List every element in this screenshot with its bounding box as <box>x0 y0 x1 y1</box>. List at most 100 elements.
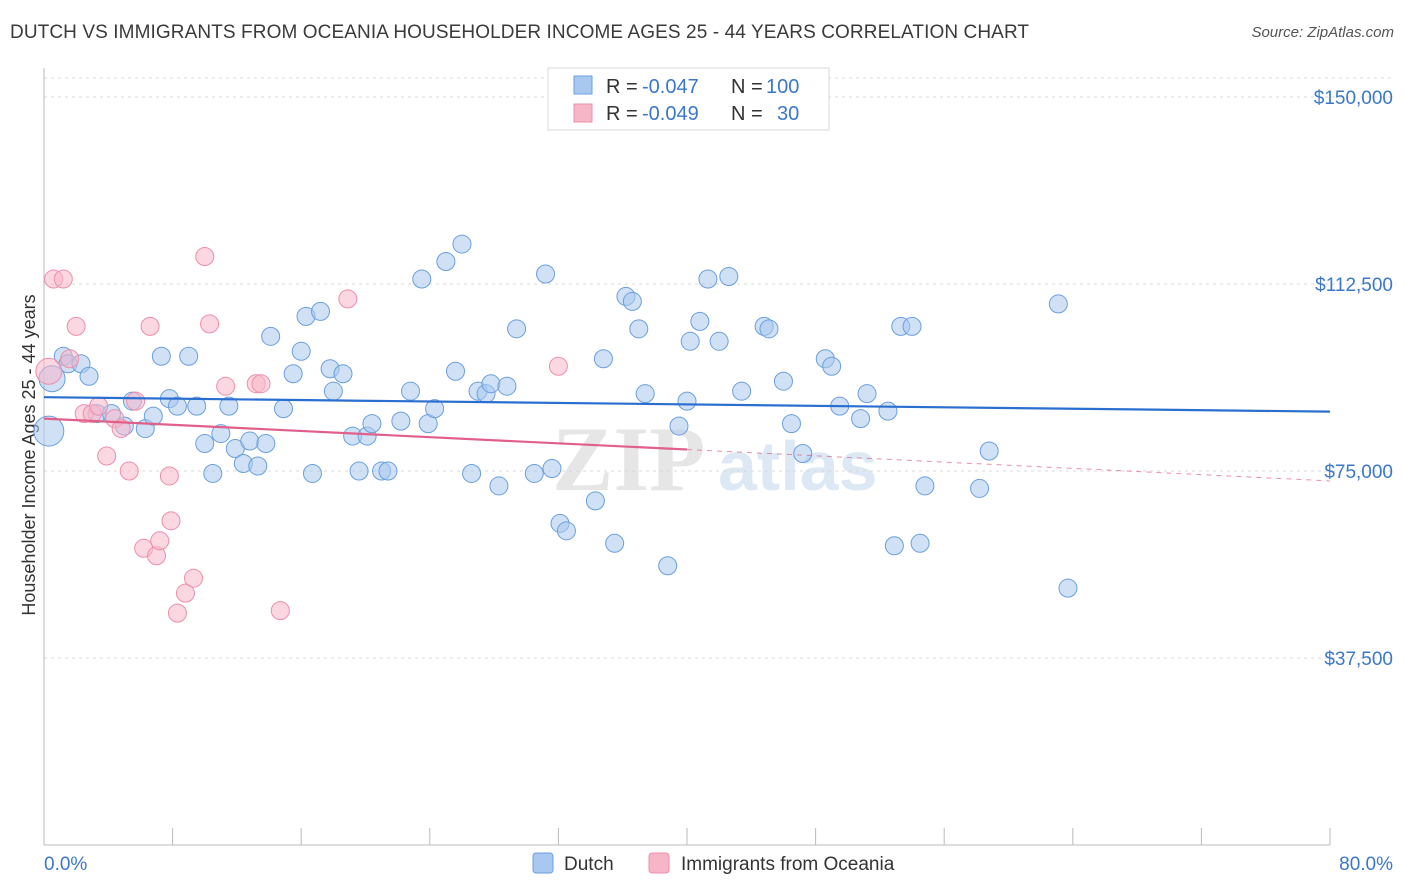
legend-n-value-oceania: 30 <box>777 103 799 125</box>
oceania-point <box>97 446 117 466</box>
dutch-point <box>425 399 445 419</box>
dutch-point <box>211 424 231 444</box>
dutch-point <box>362 414 382 434</box>
dutch-point <box>151 346 171 366</box>
dutch-point <box>658 556 678 576</box>
dutch-point <box>481 374 501 394</box>
dutch-point <box>1058 578 1078 598</box>
dutch-point <box>412 269 432 289</box>
dutch-point <box>256 434 276 454</box>
dutch-point <box>283 364 303 384</box>
dutch-point <box>884 536 904 556</box>
dutch-point <box>446 361 466 381</box>
dutch-point <box>452 234 472 254</box>
dutch-point <box>1048 294 1068 314</box>
dutch-point <box>349 461 369 481</box>
oceania-point <box>251 374 271 394</box>
dutch-point <box>878 401 898 421</box>
oceania-trend-line <box>43 417 688 451</box>
dutch-point <box>391 411 411 431</box>
oceania-point <box>140 316 160 336</box>
oceania-point <box>66 316 86 336</box>
series-legend-swatch-oceania <box>648 852 670 874</box>
legend-swatch-oceania <box>573 103 593 123</box>
x-tick-label-max: 80.0% <box>1339 854 1393 875</box>
dutch-point <box>291 341 311 361</box>
dutch-point <box>497 376 517 396</box>
legend-swatch-dutch <box>573 75 593 95</box>
correlation-legend: R = -0.047 N = 100 R = -0.049 N = 30 <box>547 67 830 131</box>
y-axis-title: Householder Income Ages 25 - 44 years <box>19 294 39 615</box>
dutch-point <box>203 463 223 483</box>
dutch-point <box>635 384 655 404</box>
dutch-point <box>822 356 842 376</box>
oceania-point <box>53 269 73 289</box>
series-legend: Dutch Immigrants from Oceania <box>532 852 895 875</box>
dutch-point <box>542 458 562 478</box>
y-tick-label: $37,500 <box>1324 649 1393 670</box>
dutch-point <box>143 406 163 426</box>
dutch-point <box>401 381 421 401</box>
y-tick-labels: $37,500 $75,000 $112,500 $150,000 <box>1314 88 1393 670</box>
x-tick-label-min: 0.0% <box>44 854 87 875</box>
oceania-point <box>150 531 170 551</box>
y-tick-label: $112,500 <box>1315 275 1393 296</box>
trend-lines <box>43 396 1331 482</box>
dutch-point <box>915 476 935 496</box>
oceania-point <box>35 357 63 385</box>
oceania-point <box>161 511 181 531</box>
dutch-point <box>902 316 922 336</box>
dutch-point <box>732 381 752 401</box>
oceania-point <box>126 391 146 411</box>
dutch-point <box>605 533 625 553</box>
legend-r-label-dutch: R = <box>606 76 638 98</box>
dutch-point <box>333 364 353 384</box>
dutch-point <box>629 319 649 339</box>
dutch-point <box>719 266 739 286</box>
source-label: Source: ZipAtlas.com <box>1251 24 1394 41</box>
oceania-point <box>195 247 215 267</box>
scatter-points <box>33 234 1078 623</box>
dutch-point <box>219 396 239 416</box>
dutch-point <box>536 264 556 284</box>
dutch-point <box>851 409 871 429</box>
oceania-point <box>119 461 139 481</box>
dutch-point <box>261 326 281 346</box>
y-tick-label: $150,000 <box>1314 88 1393 109</box>
dutch-point <box>33 415 65 447</box>
legend-r-value-dutch: -0.047 <box>642 76 699 98</box>
oceania-point <box>89 396 109 416</box>
legend-r-value-oceania: -0.049 <box>642 103 699 125</box>
dutch-trend-line <box>43 396 1331 413</box>
dutch-point <box>793 444 813 464</box>
dutch-point <box>622 291 642 311</box>
legend-n-label-dutch: N = <box>731 76 763 98</box>
oceania-point <box>111 419 131 439</box>
watermark-atlas: atlas <box>718 427 878 505</box>
oceania-trend-extension <box>686 449 1331 482</box>
dutch-point <box>698 269 718 289</box>
dutch-point <box>669 416 689 436</box>
dutch-point <box>781 414 801 434</box>
dutch-point <box>179 346 199 366</box>
dutch-point <box>378 461 398 481</box>
dutch-point <box>690 311 710 331</box>
dutch-point <box>709 331 729 351</box>
legend-box <box>547 67 830 131</box>
oceania-point <box>183 568 203 588</box>
series-legend-swatch-dutch <box>532 852 554 874</box>
dutch-point <box>310 301 330 321</box>
oceania-point <box>338 289 358 309</box>
oceania-point <box>159 466 179 486</box>
oceania-point <box>270 601 290 621</box>
dutch-point <box>507 319 527 339</box>
dutch-point <box>677 391 697 411</box>
dutch-point <box>556 521 576 541</box>
y-tick-label: $75,000 <box>1324 462 1393 483</box>
dutch-point <box>274 399 294 419</box>
dutch-point <box>970 478 990 498</box>
dutch-point <box>302 463 322 483</box>
dutch-point <box>167 396 187 416</box>
dutch-point <box>489 476 509 496</box>
